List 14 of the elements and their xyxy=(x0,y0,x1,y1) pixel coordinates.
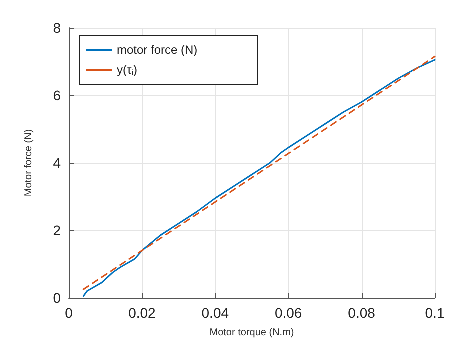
x-tick-label: 0 xyxy=(65,305,74,321)
x-tick-label: 0.1 xyxy=(425,305,445,321)
y-tick-label: 0 xyxy=(53,290,62,306)
y-tick-label: 8 xyxy=(53,20,62,36)
y-tick-label: 2 xyxy=(53,222,62,238)
legend-label: motor force (N) xyxy=(117,43,198,57)
x-tick-label: 0.02 xyxy=(128,305,156,321)
x-tick-label: 0.08 xyxy=(348,305,376,321)
x-tick-label: 0.06 xyxy=(274,305,302,321)
x-tick-label: 0.04 xyxy=(202,305,230,321)
y-tick-label: 4 xyxy=(53,155,62,171)
x-axis-title: Motor torque (N.m) xyxy=(210,328,294,338)
y-axis-title: Motor force (N) xyxy=(24,129,34,197)
y-tick-label: 6 xyxy=(53,88,62,104)
